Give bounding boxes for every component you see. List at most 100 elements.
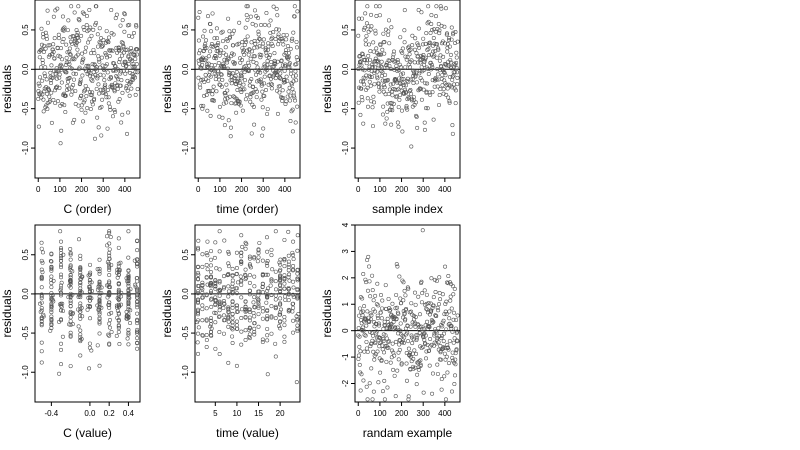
- data-point: [273, 62, 278, 67]
- data-point: [377, 85, 382, 90]
- data-point: [262, 74, 267, 79]
- data-point: [261, 37, 266, 42]
- data-point: [59, 362, 64, 367]
- data-point: [294, 55, 299, 60]
- data-point: [234, 110, 239, 115]
- data-point: [282, 68, 287, 73]
- data-point: [251, 300, 256, 305]
- x-axis-label: randam example: [363, 426, 453, 440]
- data-point: [409, 98, 414, 103]
- data-point: [394, 292, 399, 297]
- data-point: [135, 336, 140, 341]
- points: [195, 229, 301, 385]
- data-point: [239, 233, 244, 238]
- data-point: [410, 33, 415, 38]
- data-point: [375, 74, 380, 79]
- data-point: [445, 41, 450, 46]
- data-point: [267, 23, 272, 28]
- data-point: [291, 305, 296, 310]
- y-tick-label: -1.0: [181, 365, 190, 379]
- data-point: [59, 286, 64, 291]
- data-point: [441, 69, 446, 74]
- data-point: [451, 310, 456, 315]
- data-point: [217, 314, 222, 319]
- data-point: [281, 96, 286, 101]
- data-point: [283, 297, 288, 302]
- data-point: [81, 89, 86, 94]
- data-point: [362, 68, 367, 73]
- data-point: [397, 274, 402, 279]
- data-point: [271, 30, 276, 35]
- data-point: [438, 4, 443, 9]
- data-point: [429, 276, 434, 281]
- data-point: [247, 288, 252, 293]
- data-point: [279, 96, 284, 101]
- data-point: [107, 280, 112, 285]
- data-point: [86, 303, 91, 308]
- data-point: [209, 63, 214, 68]
- data-point: [265, 111, 270, 116]
- data-point: [217, 352, 222, 357]
- data-point: [75, 33, 80, 38]
- data-point: [105, 126, 110, 131]
- data-point: [286, 259, 291, 264]
- data-point: [254, 61, 259, 66]
- x-tick-label: 200: [235, 185, 249, 194]
- data-point: [107, 325, 112, 330]
- data-point: [205, 267, 210, 272]
- data-point: [67, 62, 72, 67]
- data-point: [295, 278, 300, 283]
- data-point: [58, 293, 63, 298]
- data-point: [380, 70, 385, 75]
- data-point: [386, 339, 391, 344]
- data-point: [97, 257, 102, 262]
- data-point: [290, 36, 295, 41]
- data-point: [278, 287, 283, 292]
- data-point: [430, 305, 435, 310]
- data-point: [87, 8, 92, 13]
- data-point: [117, 304, 122, 309]
- data-point: [243, 338, 248, 343]
- data-point: [214, 73, 219, 78]
- data-point: [449, 85, 454, 90]
- data-point: [382, 83, 387, 88]
- data-point: [213, 280, 218, 285]
- data-point: [424, 356, 429, 361]
- data-point: [41, 97, 46, 102]
- points: [356, 228, 460, 402]
- data-point: [87, 341, 92, 346]
- data-point: [60, 308, 65, 313]
- x-axis-label: C (value): [63, 426, 112, 440]
- data-point: [68, 300, 73, 305]
- data-point: [244, 39, 249, 44]
- data-point: [374, 329, 379, 334]
- data-point: [401, 280, 406, 285]
- data-point: [95, 115, 100, 120]
- data-point: [39, 26, 44, 31]
- data-point: [364, 323, 369, 328]
- data-point: [361, 309, 366, 314]
- data-point: [252, 332, 257, 337]
- data-point: [361, 328, 366, 333]
- data-point: [234, 323, 239, 328]
- data-point: [406, 286, 411, 291]
- data-point: [237, 80, 242, 85]
- data-point: [259, 23, 264, 28]
- data-point: [68, 252, 73, 257]
- data-point: [295, 295, 300, 300]
- data-point: [78, 337, 83, 342]
- data-point: [373, 31, 378, 36]
- data-point: [282, 314, 287, 319]
- data-point: [197, 51, 202, 56]
- data-point: [209, 281, 214, 286]
- data-point: [49, 316, 54, 321]
- data-point: [57, 85, 62, 90]
- data-point: [196, 265, 201, 270]
- data-point: [418, 86, 423, 91]
- data-point: [270, 267, 275, 272]
- data-point: [204, 292, 209, 297]
- data-point: [421, 52, 426, 57]
- data-point: [279, 66, 284, 71]
- data-point: [48, 328, 53, 333]
- data-point: [126, 53, 131, 58]
